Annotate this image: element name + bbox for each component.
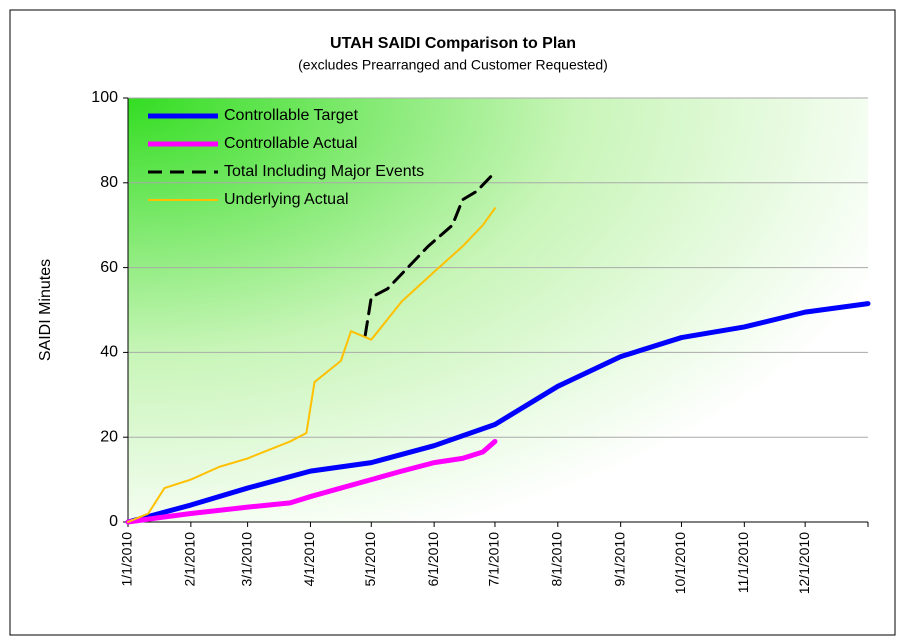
x-tick-label: 10/1/2010	[672, 532, 688, 594]
x-tick-label: 11/1/2010	[735, 532, 751, 593]
x-tick-label: 3/1/2010	[238, 532, 254, 587]
chart-subtitle: (excludes Prearranged and Customer Reque…	[298, 57, 608, 73]
y-tick-label: 60	[100, 259, 118, 276]
x-tick-label: 12/1/2010	[796, 532, 812, 594]
x-tick-label: 1/1/2010	[119, 532, 135, 587]
series-line	[125, 301, 871, 525]
legend-label: Controllable Actual	[224, 135, 357, 152]
legend-label: Total Including Major Events	[224, 163, 424, 180]
y-axis-label: SAIDI Minutes	[37, 259, 54, 361]
chart-title: UTAH SAIDI Comparison to Plan	[330, 35, 576, 52]
series-line	[125, 438, 498, 525]
y-tick-label: 0	[109, 513, 118, 530]
x-tick-label: 8/1/2010	[549, 532, 565, 587]
x-tick-label: 9/1/2010	[611, 532, 627, 587]
series-line	[127, 207, 496, 523]
y-tick-label: 20	[100, 428, 118, 445]
y-tick-label: 100	[91, 89, 118, 106]
legend-label: Underlying Actual	[224, 191, 349, 208]
x-tick-label: 2/1/2010	[182, 532, 198, 587]
x-tick-label: 7/1/2010	[486, 532, 502, 587]
x-tick-label: 4/1/2010	[301, 532, 317, 587]
x-tick-label: 6/1/2010	[425, 532, 441, 587]
y-tick-label: 40	[100, 344, 118, 361]
plot-area	[128, 98, 868, 522]
x-tick-label: 5/1/2010	[362, 532, 378, 587]
legend-label: Controllable Target	[224, 107, 359, 124]
series-line	[363, 172, 495, 337]
y-tick-label: 80	[100, 174, 118, 191]
